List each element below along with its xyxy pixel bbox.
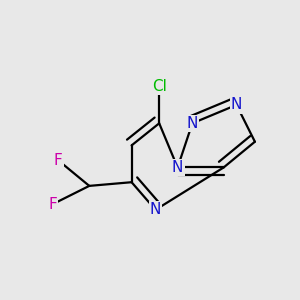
Text: N: N	[150, 202, 161, 217]
Text: F: F	[54, 153, 62, 168]
Text: F: F	[48, 197, 57, 212]
Text: N: N	[172, 160, 183, 175]
Text: N: N	[231, 98, 242, 112]
Text: Cl: Cl	[152, 79, 167, 94]
Text: N: N	[187, 116, 198, 131]
